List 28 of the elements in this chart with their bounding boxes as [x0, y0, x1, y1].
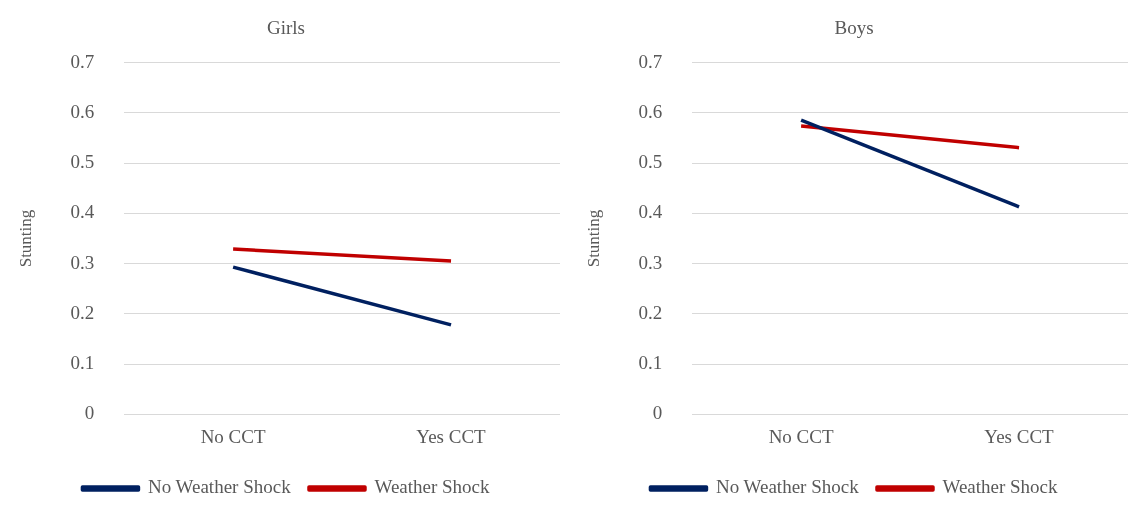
y-axis-title: Stunting [583, 209, 603, 268]
chart-title: Girls [267, 17, 305, 39]
y-tick-label: 0.2 [638, 301, 663, 323]
x-tick-label: Yes CCT [984, 425, 1055, 447]
legend-label: No Weather Shock [715, 476, 860, 498]
y-tick-label: 0.3 [70, 251, 95, 273]
y-tick-label: 0.4 [70, 201, 95, 223]
y-tick-label: 0.5 [70, 151, 95, 173]
y-tick-label: 0.4 [638, 201, 663, 223]
chart-title: Boys [834, 17, 874, 39]
legend-label: Weather Shock [374, 476, 491, 498]
y-tick-label: 0.6 [70, 100, 95, 122]
y-tick-label: 0.1 [638, 351, 663, 373]
x-tick-label: No CCT [200, 425, 266, 447]
y-tick-label: 0.5 [638, 151, 663, 173]
y-tick-label: 0 [84, 402, 95, 424]
y-tick-label: 0.3 [638, 251, 663, 273]
y-tick-label: 0.7 [70, 50, 95, 72]
y-axis-title: Stunting [15, 209, 35, 268]
y-tick-label: 0.1 [70, 351, 95, 373]
x-tick-label: Yes CCT [416, 425, 487, 447]
y-tick-label: 0.2 [70, 301, 95, 323]
y-tick-label: 0.7 [638, 50, 663, 72]
legend-label: No Weather Shock [147, 476, 292, 498]
x-tick-label: No CCT [768, 425, 834, 447]
legend-label: Weather Shock [942, 476, 1059, 498]
y-tick-label: 0.6 [638, 100, 663, 122]
y-tick-label: 0 [652, 402, 663, 424]
